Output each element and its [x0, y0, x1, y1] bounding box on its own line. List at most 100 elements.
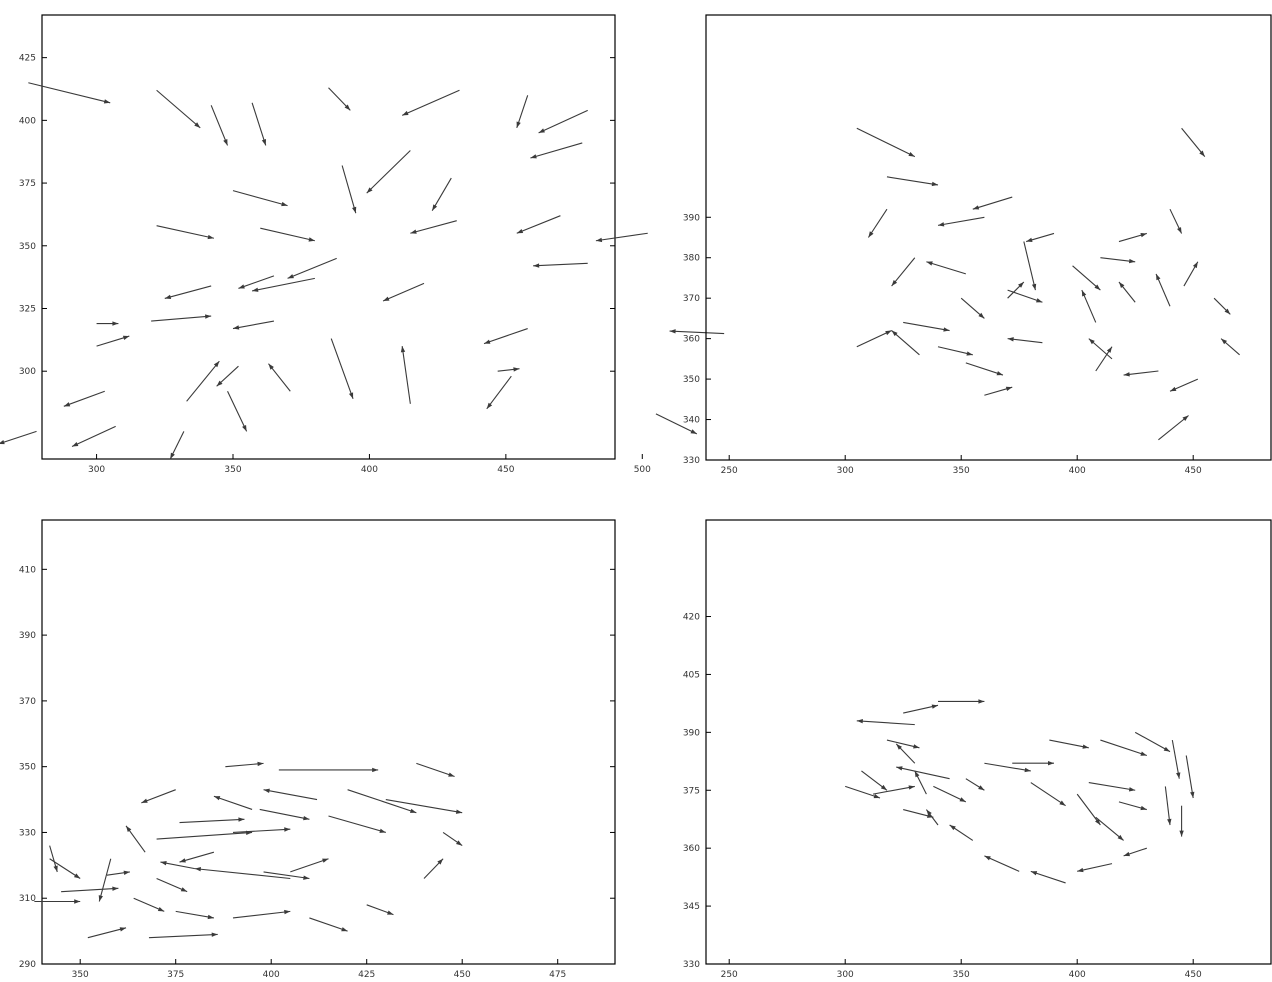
- vector-arrow: [1118, 801, 1147, 811]
- vector-arrow: [259, 808, 310, 821]
- x-tick-label: 400: [361, 465, 378, 475]
- x-tick-label: 400: [1069, 466, 1086, 476]
- vector-arrow: [886, 739, 920, 749]
- y-tick-label: 410: [19, 565, 36, 575]
- vector-arrow: [416, 762, 455, 778]
- y-tick-label: 330: [683, 960, 700, 970]
- vector-arrow: [251, 277, 315, 292]
- vector-arrow: [1030, 870, 1066, 884]
- vector-arrow: [1181, 127, 1206, 157]
- y-tick-label: 350: [19, 242, 36, 252]
- vector-arrow: [309, 917, 348, 932]
- vector-arrow: [210, 105, 229, 146]
- vector-arrow: [96, 321, 119, 326]
- x-tick-label: 300: [837, 466, 854, 476]
- vector-arrow: [1007, 337, 1043, 344]
- vector-arrow: [867, 208, 888, 238]
- vector-arrow: [903, 704, 939, 714]
- quiver-panel-bottom-left: 350 375 400 425 450 475 290 310 330 350 370 390 410: [19, 519, 616, 980]
- x-tick-label: 250: [721, 466, 738, 476]
- vector-arrow: [151, 314, 212, 322]
- x-tick-label: 350: [953, 466, 970, 476]
- vector-arrow: [965, 362, 1004, 376]
- x-tick-label: 450: [1185, 466, 1202, 476]
- vector-arrow: [156, 830, 253, 840]
- vector-arrow: [1007, 281, 1025, 299]
- vector-arrow: [330, 338, 354, 399]
- y-tick-label: 370: [683, 294, 700, 304]
- x-tick-label: 475: [549, 970, 566, 980]
- x-tick-label: 400: [1069, 970, 1086, 980]
- vector-arrow: [106, 870, 130, 876]
- vector-arrow: [1155, 273, 1171, 307]
- vector-arrow: [872, 785, 915, 795]
- vector-arrow: [530, 142, 583, 159]
- vector-arrow: [1123, 370, 1159, 377]
- vector-arrow: [213, 795, 253, 810]
- vector-arrow: [861, 770, 888, 791]
- y-tick-label: 360: [683, 335, 700, 345]
- y-tick-label: 330: [683, 456, 700, 466]
- vector-arrow: [156, 225, 215, 240]
- quiver-panel-top-left: 300 350 400 450 500 300 325 350 375 400 425: [0, 14, 725, 475]
- vector-arrow: [232, 190, 288, 207]
- vector-arrow: [937, 216, 985, 227]
- vector-arrow: [232, 909, 291, 919]
- y-tick-label: 375: [683, 786, 700, 796]
- vector-arrow: [186, 360, 220, 402]
- y-tick-label: 375: [19, 179, 36, 189]
- x-tick-label: 350: [953, 970, 970, 980]
- vector-arrow: [1179, 805, 1184, 837]
- y-tick-label: 340: [683, 416, 700, 426]
- vector-arrow: [366, 904, 394, 916]
- y-tick-label: 400: [19, 116, 36, 126]
- vector-arrow: [366, 150, 411, 194]
- y-tick-label: 330: [19, 828, 36, 838]
- y-tick-label: 300: [19, 367, 36, 377]
- vector-arrow: [347, 789, 417, 814]
- vector-arrow: [385, 799, 463, 814]
- vector-arrow: [156, 89, 201, 129]
- x-tick-label: 300: [837, 970, 854, 980]
- vector-arrow: [984, 386, 1013, 396]
- vector-arrow: [497, 367, 520, 372]
- vector-arrow: [133, 897, 165, 912]
- vector-arrow: [98, 858, 112, 902]
- plot-frame: [705, 519, 1272, 965]
- y-tick-label: 290: [19, 960, 36, 970]
- vector-arrow: [538, 109, 588, 134]
- vector-arrow: [232, 827, 291, 833]
- vector-arrow: [903, 321, 950, 332]
- y-tick-label: 425: [19, 54, 36, 64]
- vector-arrow: [1158, 415, 1189, 441]
- vector-arrow: [1183, 261, 1199, 287]
- x-tick-label: 425: [358, 970, 375, 980]
- vector-arrow: [949, 824, 974, 841]
- x-tick-label: 375: [167, 970, 184, 980]
- x-tick-label: 450: [454, 970, 471, 980]
- vector-arrow: [0, 430, 37, 445]
- vector-arrow: [933, 785, 967, 803]
- vector-arrow: [856, 330, 892, 348]
- vector-arrow: [28, 82, 111, 104]
- y-tick-label: 360: [683, 844, 700, 854]
- vector-arrow: [886, 176, 939, 187]
- x-tick-label: 450: [1185, 970, 1202, 980]
- vector-arrow: [1100, 739, 1147, 757]
- vector-arrow: [263, 871, 310, 880]
- vector-arrow: [1088, 781, 1136, 792]
- vector-arrow: [63, 390, 105, 407]
- vector-arrow: [278, 767, 379, 773]
- vector-arrow: [148, 932, 218, 939]
- vector-arrow: [1081, 289, 1097, 323]
- vector-arrow: [1164, 786, 1172, 826]
- vector-arrow: [896, 766, 950, 780]
- vector-arrow: [341, 165, 357, 214]
- vector-arrow: [34, 899, 81, 904]
- vector-arrow: [486, 375, 512, 410]
- vector-arrow: [328, 815, 386, 833]
- vector-arrow: [1095, 816, 1124, 841]
- y-tick-label: 380: [683, 254, 700, 264]
- y-tick-label: 420: [683, 613, 700, 623]
- x-tick-label: 350: [224, 465, 241, 475]
